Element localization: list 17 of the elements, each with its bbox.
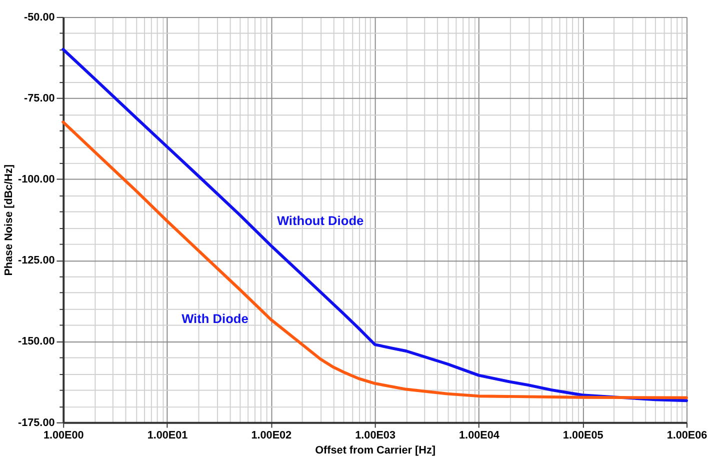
x-tick-label: 1.00E03 bbox=[355, 430, 396, 442]
x-tick-label: 1.00E06 bbox=[666, 430, 708, 442]
x-tick-label: 1.00E02 bbox=[251, 430, 292, 442]
y-tick-label: -50.00 bbox=[24, 11, 55, 24]
annotation: With Diode bbox=[182, 310, 248, 326]
annotation: Without Diode bbox=[276, 212, 364, 228]
x-tick-label: 1.00E00 bbox=[43, 430, 84, 442]
y-tick-label: -175.00 bbox=[18, 416, 55, 429]
x-tick-label: 1.00E05 bbox=[562, 430, 604, 442]
y-tick-label: -125.00 bbox=[18, 254, 55, 267]
y-tick-label: -75.00 bbox=[24, 92, 55, 104]
y-tick-label: -100.00 bbox=[18, 174, 55, 186]
x-tick-label: 1.00E01 bbox=[147, 430, 188, 442]
x-tick-label: 1.00E04 bbox=[459, 430, 500, 442]
x-axis-title: Offset from Carrier [Hz] bbox=[315, 444, 436, 456]
y-tick-label: -150.00 bbox=[18, 336, 55, 348]
y-axis-title: Phase Noise [dBc/Hz] bbox=[3, 164, 16, 276]
